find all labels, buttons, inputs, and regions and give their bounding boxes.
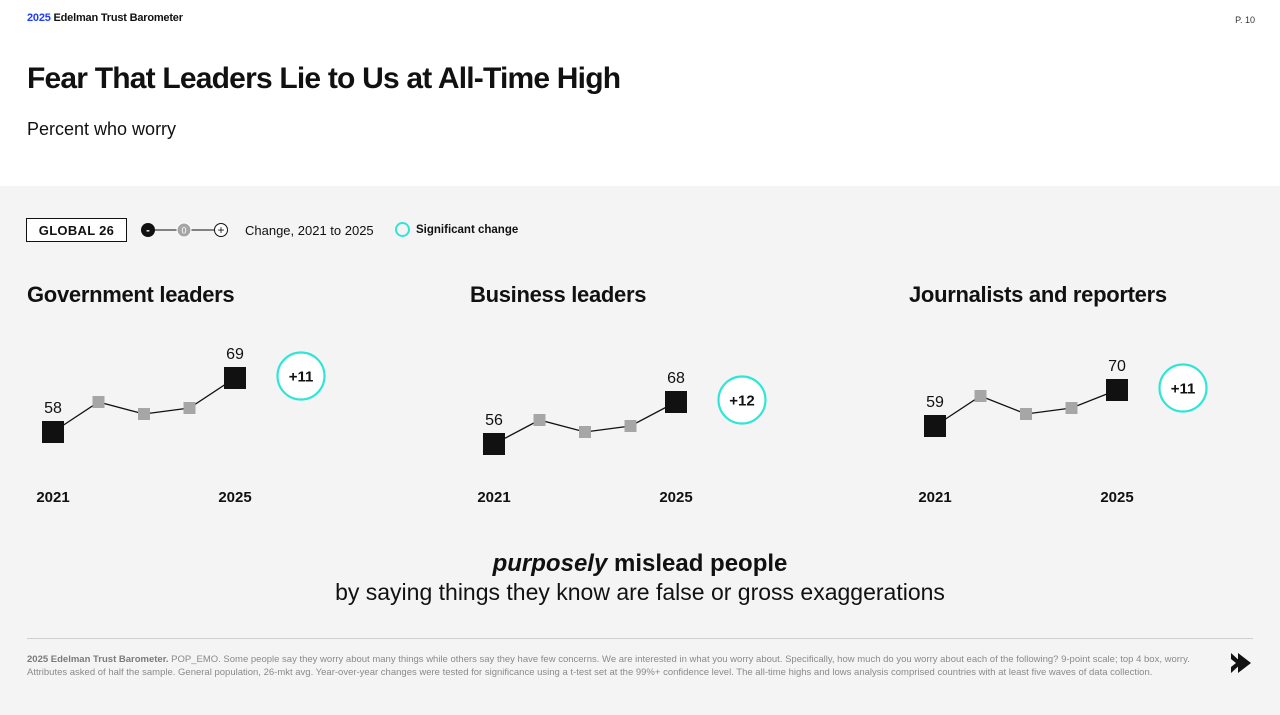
chart-title-business: Business leaders (470, 282, 647, 307)
brand-name: Edelman Trust Barometer (53, 12, 183, 24)
data-point-2021 (483, 433, 505, 455)
data-point-2021 (924, 415, 946, 437)
caption-rest: mislead people (607, 550, 788, 577)
significant-change-label: Significant change (416, 224, 519, 236)
footnote-text: POP_EMO. Some people say they worry abou… (27, 654, 1190, 678)
data-point-2023 (1020, 408, 1032, 420)
page-subtitle: Percent who worry (27, 119, 177, 139)
data-label-first: 56 (485, 412, 503, 429)
change-scale: - 0 + (141, 222, 228, 238)
x-tick-label-first: 2021 (36, 489, 69, 506)
scale-plus-dot (214, 223, 228, 237)
data-point-2023 (138, 408, 150, 420)
scale-zero-label: 0 (181, 226, 186, 236)
x-tick-label-last: 2025 (659, 489, 692, 506)
x-tick-label-first: 2021 (477, 489, 510, 506)
arrow-down-right-icon[interactable] (1228, 650, 1254, 676)
scale-minus-label: - (146, 225, 150, 237)
data-point-2022 (92, 396, 105, 408)
footer-divider (27, 638, 1253, 639)
change-badge-value: +11 (289, 369, 314, 386)
data-label-first: 58 (44, 400, 62, 417)
caption-emphasis: purposely (492, 550, 608, 577)
data-point-2021 (42, 421, 64, 443)
content-panel (0, 186, 1280, 715)
caption-line-1: purposely mislead people (0, 550, 1280, 578)
data-point-2022 (974, 390, 987, 402)
x-tick-label-last: 2025 (1100, 489, 1133, 506)
chart-title-government: Government leaders (27, 282, 235, 307)
footnote: 2025 Edelman Trust Barometer. POP_EMO. S… (27, 653, 1207, 679)
caption-line-2: by saying things they know are false or … (335, 579, 945, 605)
change-badge-circle (1158, 363, 1208, 413)
scale-minus-dot (141, 223, 155, 237)
data-point-2024 (1065, 402, 1078, 414)
data-label-last: 69 (226, 346, 244, 363)
scale-plus-label: + (217, 223, 224, 237)
change-badge-value: +12 (729, 393, 754, 410)
data-point-2025 (224, 367, 246, 389)
x-tick-label-first: 2021 (918, 489, 951, 506)
data-label-first: 59 (926, 394, 944, 411)
change-label: Change, 2021 to 2025 (245, 223, 374, 238)
chart-title-journalists: Journalists and reporters (909, 282, 1167, 307)
data-point-2022 (533, 414, 546, 426)
data-label-last: 70 (1108, 358, 1126, 375)
series-line (52, 377, 236, 433)
legend-row: GLOBAL 26 (26, 218, 127, 242)
footnote-source: 2025 Edelman Trust Barometer. (27, 654, 169, 665)
change-badge-value: +11 (1171, 381, 1196, 398)
change-badge-circle (276, 351, 326, 401)
data-point-2023 (579, 426, 591, 438)
chart-business: 56 68 +12 2021 2025 (477, 370, 767, 506)
header-area: 2025 Edelman Trust Barometer P. 10 Fear … (0, 0, 1280, 186)
data-point-2024 (183, 402, 196, 414)
data-point-2025 (665, 391, 687, 413)
x-tick-label-last: 2025 (218, 489, 251, 506)
page-title: Fear That Leaders Lie to Us at All-Time … (27, 62, 621, 95)
significant-change-icon (395, 222, 410, 237)
brand-year: 2025 (27, 12, 51, 24)
page-number: P. 10 (1235, 15, 1255, 25)
brand-logo: 2025 Edelman Trust Barometer (27, 12, 183, 24)
data-point-2024 (624, 420, 637, 432)
data-point-2025 (1106, 379, 1128, 401)
change-badge-circle (717, 375, 767, 425)
global-label-box: GLOBAL 26 (26, 218, 127, 242)
chart-government: 58 69 +11 2021 2025 (36, 346, 326, 506)
scale-zero-dot (176, 222, 192, 238)
chart-journalists: 59 70 +11 2021 2025 (918, 358, 1208, 506)
data-label-last: 68 (667, 370, 685, 387)
